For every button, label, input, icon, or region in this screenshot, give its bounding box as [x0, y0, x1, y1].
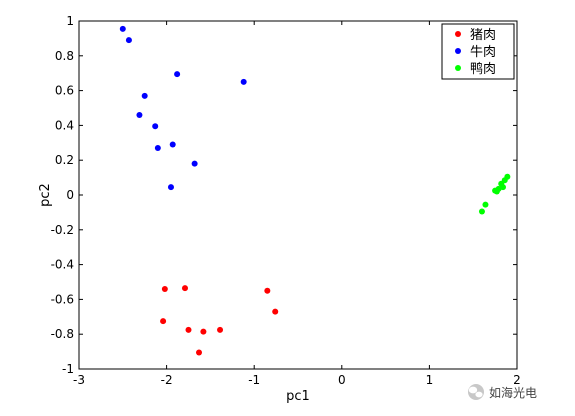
data-point: [478, 208, 485, 215]
data-point: [492, 187, 499, 194]
data-point: [152, 123, 159, 130]
x-tick-label: -2: [161, 373, 173, 387]
legend-marker: [455, 31, 461, 37]
data-point: [240, 78, 247, 85]
y-tick-label: -0.6: [51, 292, 74, 306]
y-tick-label: 0.4: [55, 118, 74, 132]
x-tick-label: 0: [338, 373, 346, 387]
data-point: [125, 37, 132, 44]
series-3: [478, 173, 511, 215]
y-tick-label: 1: [66, 14, 74, 28]
legend-label: 猪肉: [470, 28, 496, 43]
x-axis-title: pc1: [286, 389, 310, 404]
y-axis-title: pc2: [38, 183, 53, 207]
data-point: [141, 92, 148, 99]
wechat-icon: [468, 384, 484, 400]
data-point: [160, 318, 167, 325]
y-tick-label: 0.2: [55, 153, 74, 167]
data-point: [185, 326, 192, 333]
series-2: [119, 25, 247, 191]
watermark: 如海光电: [468, 384, 537, 400]
data-point: [161, 285, 168, 292]
y-tick-label: -1: [62, 362, 74, 376]
data-point: [264, 287, 271, 294]
legend-label: 牛肉: [470, 45, 496, 60]
data-point: [136, 111, 143, 118]
data-point: [482, 201, 489, 208]
legend-box: [441, 23, 515, 80]
data-point: [191, 160, 198, 167]
legend-entry: 鸭肉: [455, 62, 496, 77]
y-axis-ticks: -1 -0.8 -0.6 -0.4 -0.2 0 0.2 0.4 0.6 0.8 1: [51, 14, 517, 376]
y-tick-label: -0.8: [51, 327, 74, 341]
data-point: [174, 71, 181, 78]
data-point: [181, 285, 188, 292]
data-point: [217, 326, 224, 333]
y-tick-label: -0.2: [51, 223, 74, 237]
legend-entry: 牛肉: [455, 45, 496, 60]
y-tick-label: 0.8: [55, 49, 74, 63]
series-1: [160, 285, 279, 356]
x-tick-label: 2: [513, 373, 521, 387]
legend-label: 鸭肉: [470, 62, 496, 77]
data-point: [169, 141, 176, 148]
legend-marker: [455, 65, 461, 71]
data-point: [167, 184, 174, 191]
x-tick-label: -1: [248, 373, 260, 387]
data-point: [119, 25, 126, 32]
legend-entry: 猪肉: [455, 28, 496, 43]
legend-marker: [455, 48, 461, 54]
data-point: [272, 308, 279, 315]
x-axis-ticks: -3 -2 -1 0 1 2: [73, 21, 521, 387]
y-tick-label: 0.6: [55, 84, 74, 98]
data-point: [154, 145, 161, 152]
watermark-label: 如海光电: [489, 385, 537, 400]
x-tick-label: -3: [73, 373, 85, 387]
y-tick-label: 0: [66, 188, 74, 202]
data-point: [200, 328, 207, 335]
data-point: [196, 349, 203, 356]
data-points: [119, 25, 511, 356]
y-tick-label: -0.4: [51, 258, 74, 272]
x-tick-label: 1: [426, 373, 434, 387]
